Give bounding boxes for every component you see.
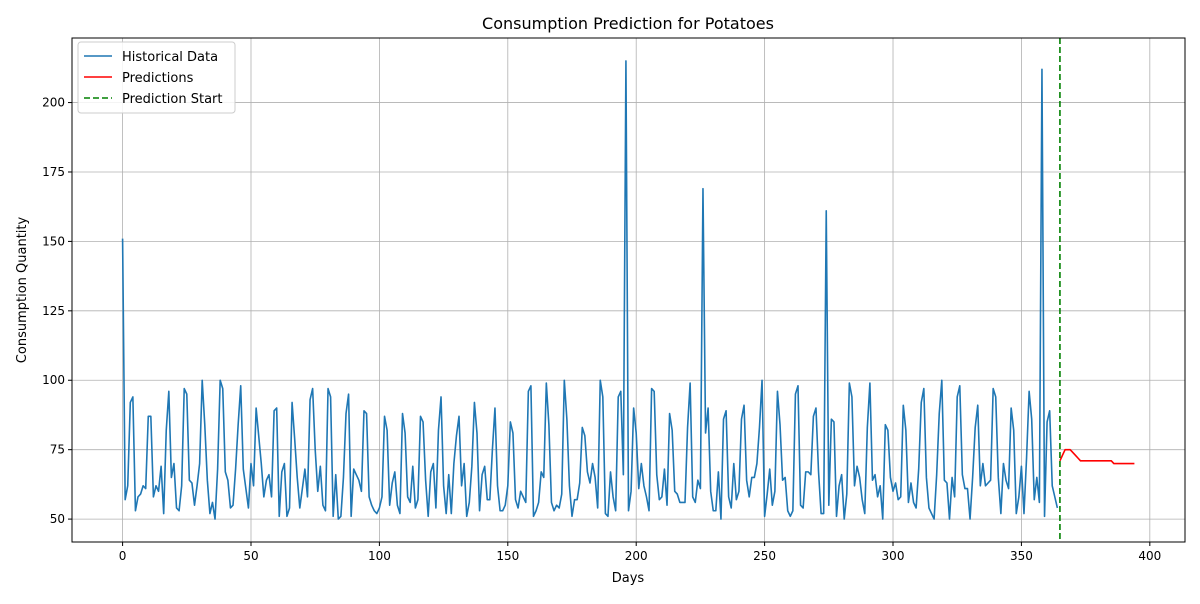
series-line-predictions: [1059, 448, 1135, 465]
y-tick-label: 200: [42, 96, 65, 110]
y-tick-label: 125: [42, 304, 65, 318]
y-axis: 50 75 100 125 150 175 200: [42, 96, 72, 526]
series-layer: [121, 38, 1135, 542]
legend-label: Historical Data: [122, 50, 218, 65]
plot-frame: [71, 37, 1186, 543]
x-tick-label: 250: [753, 549, 776, 563]
x-tick-label: 100: [368, 549, 391, 563]
x-tick-label: 0: [119, 549, 127, 563]
x-tick-label: 150: [496, 549, 519, 563]
legend-label: Predictions: [122, 71, 194, 86]
series-line-historical-data: [121, 60, 1059, 520]
y-tick-label: 50: [50, 512, 65, 526]
y-tick-label: 100: [42, 373, 65, 387]
y-tick-label: 75: [50, 443, 65, 457]
legend-box: [77, 41, 236, 114]
x-tick-label: 300: [882, 549, 905, 563]
x-tick-label: 400: [1138, 549, 1161, 563]
legend: Historical Data Predictions Prediction Sta…: [77, 41, 236, 114]
x-axis-label: Days: [612, 571, 645, 586]
x-tick-label: 50: [243, 549, 258, 563]
x-tick-label: 200: [625, 549, 648, 563]
legend-label: Prediction Start: [122, 92, 222, 107]
chart-title: Consumption Prediction for Potatoes: [482, 14, 774, 33]
y-tick-label: 150: [42, 234, 65, 248]
y-axis-label: Consumption Quantity: [15, 216, 30, 363]
y-tick-label: 175: [42, 165, 65, 179]
x-tick-label: 350: [1010, 549, 1033, 563]
x-axis: 0 50 100 150 200 250 300 350 400: [119, 542, 1161, 563]
